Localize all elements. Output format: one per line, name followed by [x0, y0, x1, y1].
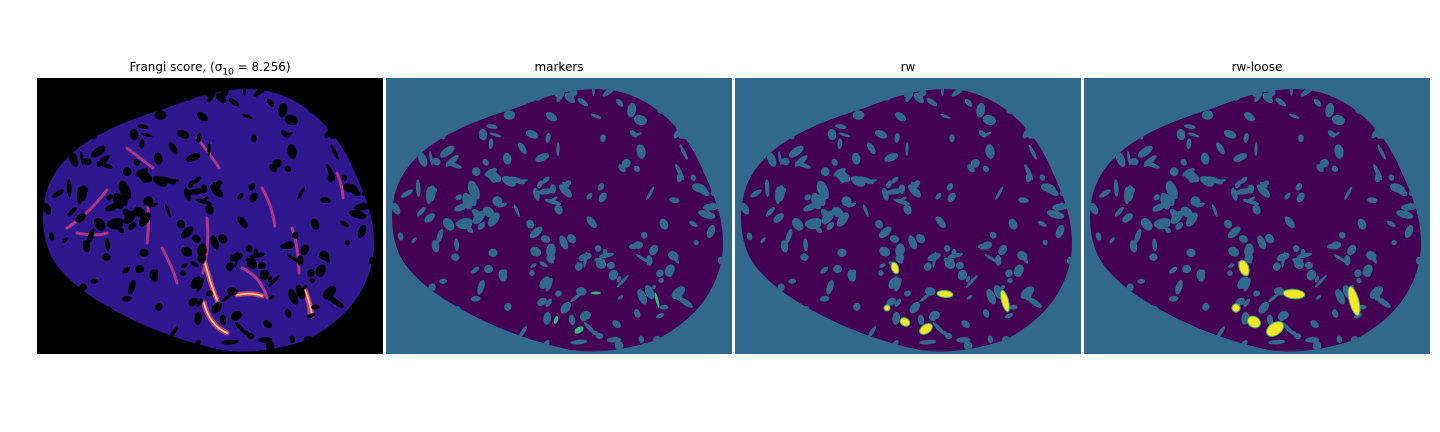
panel-rw: rw: [735, 60, 1081, 354]
panel-frangi: Frangi score, (σ10 = 8.256): [37, 60, 383, 354]
markers-image: [386, 78, 732, 354]
segment-blobs: [883, 261, 1010, 335]
rw-image: [735, 78, 1081, 354]
panel-title-markers: markers: [534, 60, 584, 74]
panel-markers: markers: [386, 60, 732, 354]
panel-title-rw-loose: rw-loose: [1231, 60, 1283, 74]
segment-blobs: [1231, 259, 1361, 337]
rw-loose-image: [1084, 78, 1430, 354]
frangi-image: [37, 78, 383, 354]
segment-blobs: [553, 291, 660, 334]
panel-rw-loose: rw-loose: [1084, 60, 1430, 354]
panel-title-rw: rw: [900, 60, 916, 74]
panel-title-frangi: Frangi score, (σ10 = 8.256): [129, 60, 291, 78]
